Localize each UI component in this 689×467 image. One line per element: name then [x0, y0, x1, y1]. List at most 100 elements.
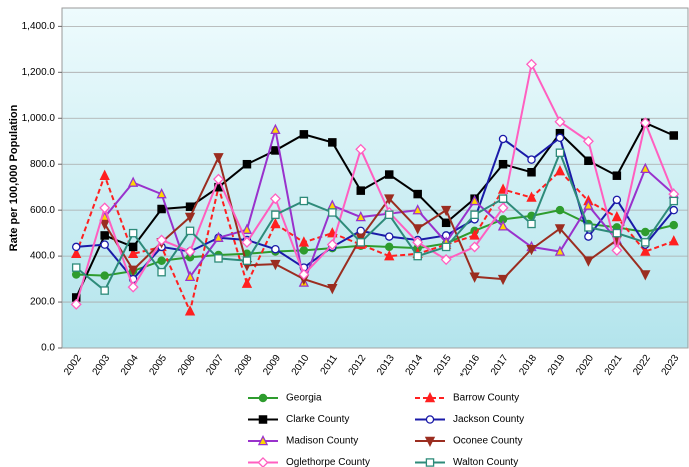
marker [157, 267, 166, 277]
marker [412, 224, 423, 235]
marker [241, 236, 253, 248]
marker [184, 305, 196, 316]
marker [384, 194, 395, 205]
marker [298, 236, 310, 247]
marker [99, 219, 110, 230]
marker [441, 218, 451, 228]
marker [127, 176, 139, 187]
marker [641, 227, 650, 237]
y-tick-label: 1,200.0 [22, 67, 56, 78]
marker [612, 171, 622, 180]
marker [328, 208, 337, 217]
marker [640, 245, 651, 256]
marker [184, 245, 196, 258]
legend-label: Madison County [286, 436, 358, 447]
marker [270, 123, 281, 135]
marker [424, 391, 436, 403]
marker [669, 220, 679, 230]
marker [384, 250, 395, 261]
marker [554, 116, 566, 128]
marker [424, 436, 436, 448]
marker [241, 277, 253, 288]
x-tick-label: 2018 [517, 353, 539, 378]
marker [425, 415, 435, 424]
marker [470, 210, 479, 220]
marker [270, 217, 281, 229]
legend-item: Madison County [248, 434, 358, 447]
marker [669, 205, 679, 215]
marker [469, 194, 480, 206]
y-tick-label: 800.0 [30, 159, 55, 170]
marker [582, 135, 594, 147]
marker [327, 284, 338, 295]
y-tick-label: 600.0 [30, 205, 55, 216]
marker [525, 58, 538, 70]
marker [299, 246, 309, 255]
x-tick-label: 2023 [660, 353, 682, 378]
marker [469, 272, 480, 283]
marker [640, 162, 651, 174]
marker [99, 202, 111, 214]
legend-label: Clarke County [286, 414, 349, 425]
marker [157, 204, 166, 214]
x-tick-label: *2016 [458, 353, 482, 381]
marker [584, 223, 593, 232]
marker [127, 265, 139, 276]
marker [425, 458, 435, 467]
marker [497, 183, 509, 194]
marker [554, 224, 566, 235]
series-line [75, 149, 675, 293]
marker [497, 220, 509, 231]
x-tick-label: 2010 [290, 353, 312, 378]
marker [497, 202, 509, 214]
x-tick-label: 2006 [176, 353, 198, 378]
marker [669, 131, 679, 140]
marker [612, 228, 622, 238]
y-tick-label: 1,000.0 [22, 113, 56, 124]
x-tick-label: 2014 [404, 353, 426, 378]
marker [498, 134, 508, 144]
marker [270, 259, 281, 271]
marker [213, 231, 224, 242]
y-tick-label: 400.0 [30, 251, 55, 262]
marker [526, 244, 537, 256]
marker [584, 156, 593, 166]
y-tick-label: 1,400.0 [22, 21, 56, 32]
marker [326, 239, 338, 251]
series-line [76, 136, 675, 281]
y-axis-title: Rate per 100,000 Population [8, 104, 20, 251]
marker [185, 202, 195, 211]
x-tick-label: 2009 [261, 353, 283, 378]
marker [71, 270, 81, 279]
marker [384, 232, 394, 241]
legend-label: Jackson County [453, 414, 524, 425]
marker [440, 254, 452, 266]
legend-item: Barrow County [415, 391, 519, 404]
marker [71, 247, 82, 259]
marker [184, 270, 196, 282]
marker [70, 298, 82, 310]
marker [384, 170, 394, 179]
marker [127, 247, 139, 259]
legend-item: Oglethorpe County [248, 456, 370, 467]
marker [497, 274, 509, 286]
legend-label: Georgia [286, 393, 322, 404]
marker [100, 231, 109, 240]
marker [641, 238, 650, 247]
marker [555, 133, 565, 143]
y-tick-label: 0.0 [41, 343, 55, 354]
series-line [103, 154, 647, 290]
marker [639, 117, 651, 129]
x-tick-label: 2022 [631, 353, 653, 378]
legend-item: Oconee County [415, 436, 523, 448]
marker [612, 195, 622, 205]
marker [469, 241, 481, 253]
legend-label: Walton County [453, 457, 518, 467]
marker [156, 188, 167, 199]
x-tick-label: 2017 [489, 353, 511, 378]
legend-item: Jackson County [415, 414, 524, 425]
marker [611, 244, 623, 256]
marker [156, 234, 168, 246]
legend-label: Barrow County [453, 393, 519, 404]
marker [413, 251, 422, 261]
